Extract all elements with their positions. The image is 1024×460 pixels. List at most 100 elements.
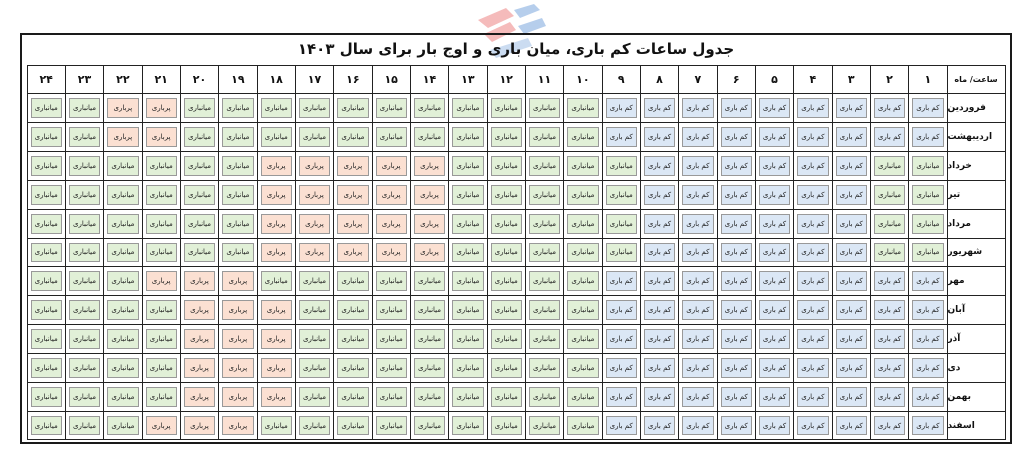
load-level-label: میانباری [490,213,522,234]
load-level-label: میانباری [490,271,522,292]
load-slot: میانباری [486,352,526,383]
load-slot: کم باری [678,324,718,354]
load-level-label: پرباری [260,300,292,321]
load-level-label: میانباری [30,184,62,205]
load-slot: میانباری [26,208,66,239]
load-slot: میانباری [524,381,565,412]
load-slot: میانباری [256,122,296,153]
load-slot: میانباری [486,151,526,181]
month-label: آبان [946,295,1006,326]
load-level-label: میانباری [145,300,177,321]
load-level-label: میانباری [528,184,561,205]
load-level-label: کم باری [720,415,752,436]
load-slot: میانباری [294,122,335,153]
load-slot: کم باری [831,410,871,441]
load-slot: میانباری [218,179,258,210]
load-level-label: پرباری [260,357,292,378]
load-level-label: میانباری [375,300,407,321]
load-level-label: میانباری [528,329,561,349]
load-level-label: پرباری [183,300,216,321]
load-slot: کم باری [793,151,833,181]
load-slot: پرباری [294,208,335,239]
load-level-label: کم باری [643,184,676,205]
hour-header: ۱۷ [294,64,335,95]
load-level-label: پرباری [260,329,292,349]
load-slot: کم باری [639,237,680,268]
load-slot: میانباری [486,410,526,441]
load-level-label: کم باری [682,415,714,436]
load-level-label: کم باری [797,184,829,205]
hour-header: ۸ [639,64,680,95]
load-level-label: میانباری [107,415,139,436]
load-slot: میانباری [103,179,143,210]
load-level-label: میانباری [375,386,407,407]
load-slot: پرباری [141,410,181,441]
load-slot: پرباری [409,237,450,268]
load-slot: میانباری [908,208,948,239]
load-level-label: میانباری [490,184,522,205]
load-level-label: کم باری [758,242,791,263]
load-slot: میانباری [524,237,565,268]
load-level-label: میانباری [567,300,599,321]
load-level-label: میانباری [528,271,561,292]
load-level-label: کم باری [797,242,829,263]
load-slot: کم باری [716,93,756,124]
load-level-label: پرباری [298,242,331,263]
load-slot: میانباری [869,237,910,268]
load-level-label: میانباری [375,98,407,119]
load-slot: کم باری [793,208,833,239]
load-slot: کم باری [639,208,680,239]
load-level-label: کم باری [873,127,906,148]
load-slot: میانباری [409,324,450,354]
load-slot: میانباری [179,151,220,181]
load-level-label: کم باری [643,213,676,234]
load-level-label: پرباری [260,242,292,263]
load-slot: کم باری [678,410,718,441]
load-level-label: کم باری [912,271,944,292]
load-level-label: کم باری [873,300,906,321]
load-level-label: میانباری [528,357,561,378]
load-slot: کم باری [601,381,641,412]
load-slot: کم باری [678,179,718,210]
load-level-label: میانباری [490,300,522,321]
load-slot: کم باری [754,179,795,210]
load-slot: میانباری [601,208,641,239]
load-slot: میانباری [64,410,105,441]
load-level-label: میانباری [337,415,369,436]
load-level-label: کم باری [835,184,867,205]
load-level-label: پرباری [222,415,254,436]
load-level-label: پرباری [145,271,177,292]
load-slot: میانباری [103,151,143,181]
load-slot: کم باری [678,151,718,181]
load-slot: میانباری [563,93,603,124]
load-slot: میانباری [333,381,373,412]
load-level-label: پرباری [298,156,331,176]
load-level-label: میانباری [567,213,599,234]
load-slot: کم باری [754,410,795,441]
load-slot: میانباری [448,266,488,297]
load-level-label: کم باری [758,329,791,349]
load-level-label: پرباری [145,127,177,148]
load-slot: کم باری [639,122,680,153]
load-slot: میانباری [218,122,258,153]
month-label: اردیبهشت [946,122,1006,153]
load-slot: کم باری [716,151,756,181]
hour-header: ۱۸ [256,64,296,95]
load-slot: پرباری [333,151,373,181]
load-level-label: میانباری [107,184,139,205]
load-slot: کم باری [716,179,756,210]
load-level-label: میانباری [30,357,62,378]
load-slot: کم باری [639,352,680,383]
load-slot: میانباری [524,266,565,297]
load-slot: میانباری [524,208,565,239]
load-level-label: میانباری [873,242,906,263]
load-slot: میانباری [524,93,565,124]
load-level-label: میانباری [68,184,101,205]
load-level-label: میانباری [375,127,407,148]
load-level-label: میانباری [298,271,331,292]
load-slot: کم باری [639,151,680,181]
load-slot: میانباری [409,295,450,326]
load-level-label: میانباری [337,271,369,292]
load-slot: پرباری [218,295,258,326]
load-level-label: کم باری [720,213,752,234]
